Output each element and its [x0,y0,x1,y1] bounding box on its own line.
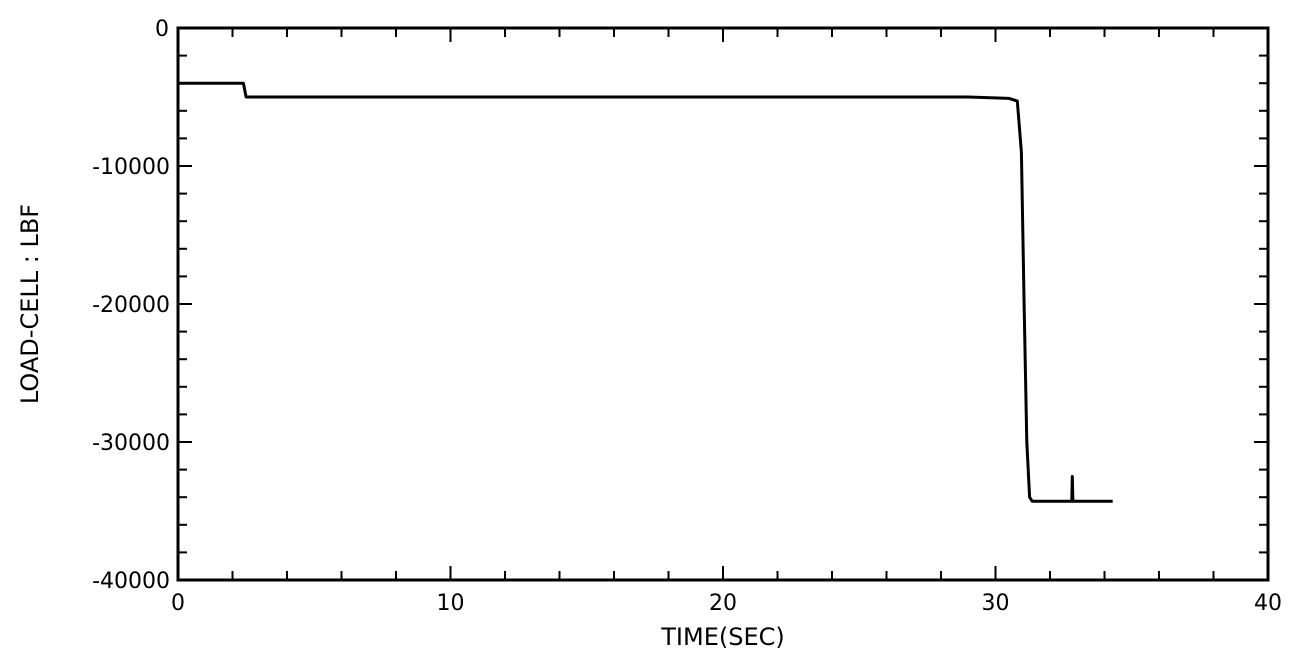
y-tick-label: -40000 [92,569,170,594]
x-tick-label: 40 [1254,591,1282,616]
x-tick-label: 10 [437,591,465,616]
series-line [178,81,1113,503]
y-tick-labels: 0 -10000 -20000 -30000 -40000 [92,17,170,594]
y-axis-title: LOAD-CELL : LBF [16,204,44,404]
y-tick-label: -30000 [92,431,170,456]
y-tick-label: 0 [155,17,169,42]
x-tick-label: 20 [709,591,737,616]
y-tick-label: -10000 [92,155,170,180]
x-tick-labels: 0 10 20 30 40 [171,591,1282,616]
x-axis-title: TIME(SEC) [660,623,785,651]
x-tick-label: 0 [171,591,185,616]
axis-ticks [177,27,1269,581]
x-tick-label: 30 [982,591,1010,616]
y-tick-label: -20000 [92,293,170,318]
plot-frame [176,26,1270,582]
